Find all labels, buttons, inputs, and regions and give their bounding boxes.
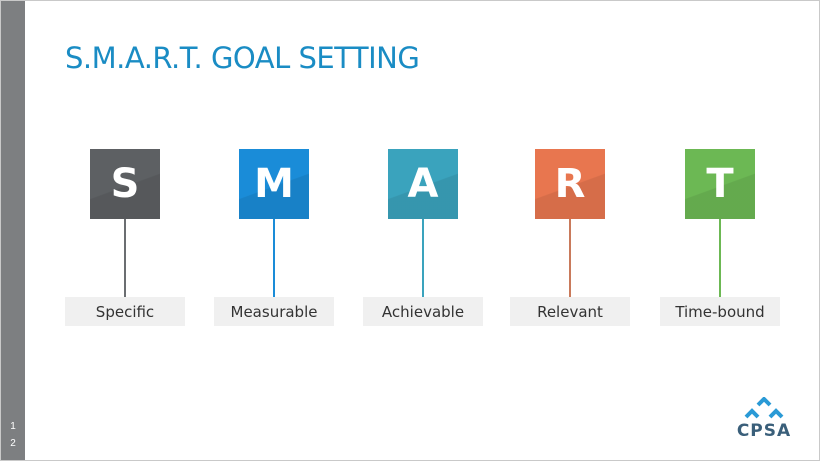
label-measurable: Measurable: [230, 302, 318, 321]
chevron-logo-icon: [744, 397, 784, 419]
slide-title: S.M.A.R.T. GOAL SETTING: [65, 41, 420, 75]
label-box-r: Relevant: [510, 297, 630, 326]
connector-line-s: [124, 219, 126, 297]
label-achievable: Achievable: [381, 302, 465, 321]
label-box-t: Time-bound: [660, 297, 780, 326]
connector-line-r: [569, 219, 571, 297]
letter-m: M: [254, 161, 294, 207]
connector-line-a: [422, 219, 424, 297]
label-box-a: Achievable: [363, 297, 483, 326]
slide-number-digit-1: 1: [10, 421, 16, 432]
label-time-bound: Time-bound: [675, 302, 765, 321]
slide-number-digit-2: 2: [10, 438, 16, 449]
logo-text: CPSA: [736, 421, 792, 441]
connector-line-m: [273, 219, 275, 297]
letter-square-t: T: [685, 149, 755, 219]
cpsa-logo: CPSA: [729, 397, 799, 443]
letter-square-a: A: [388, 149, 458, 219]
left-accent-bar: [1, 1, 25, 460]
label-box-m: Measurable: [214, 297, 334, 326]
connector-line-t: [719, 219, 721, 297]
letter-t: T: [706, 161, 734, 207]
label-relevant: Relevant: [537, 302, 603, 321]
letter-square-m: M: [239, 149, 309, 219]
letter-s: S: [110, 161, 140, 207]
letter-square-r: R: [535, 149, 605, 219]
letter-square-s: S: [90, 149, 160, 219]
letter-r: R: [554, 161, 586, 207]
label-box-s: Specific: [65, 297, 185, 326]
label-specific: Specific: [95, 302, 155, 321]
letter-a: A: [407, 161, 439, 207]
